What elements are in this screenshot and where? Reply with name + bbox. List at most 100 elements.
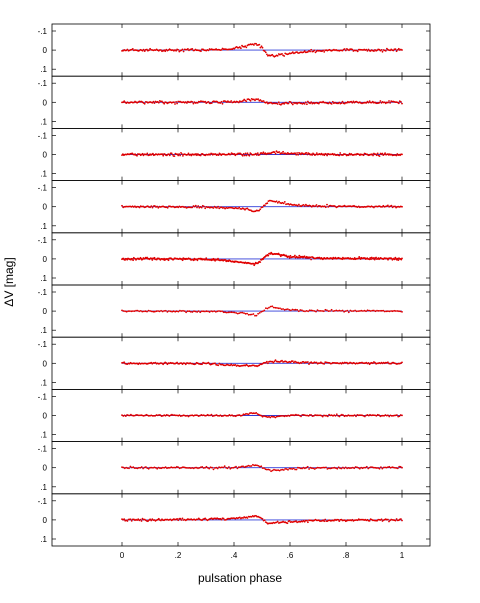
panel-4: -.1 0 .1 — [38, 180, 431, 234]
data-point — [229, 467, 232, 470]
data-point — [392, 49, 395, 52]
data-point — [166, 311, 169, 313]
data-point — [151, 259, 154, 261]
data-point — [257, 98, 260, 100]
data-point — [189, 310, 192, 313]
data-point — [173, 466, 176, 469]
data-point — [385, 466, 388, 469]
data-point — [387, 518, 389, 521]
data-point — [316, 309, 319, 311]
data-point — [246, 465, 249, 467]
data-point — [351, 101, 354, 104]
data-point — [177, 154, 180, 157]
data-point — [311, 309, 314, 312]
data-point — [195, 153, 197, 155]
data-point — [384, 50, 387, 52]
data-point — [273, 468, 275, 471]
data-point — [368, 258, 371, 261]
data-point — [378, 101, 381, 104]
data-point — [156, 205, 159, 208]
data-point — [288, 309, 291, 311]
data-point — [395, 467, 398, 469]
data-point — [374, 310, 377, 313]
data-point — [238, 46, 241, 48]
data-point — [190, 154, 193, 157]
data-point — [343, 467, 346, 470]
data-point — [182, 155, 184, 157]
data-point — [338, 154, 341, 157]
data-point — [394, 519, 397, 522]
data-point — [358, 414, 361, 417]
data-point — [304, 467, 306, 470]
data-point — [371, 153, 373, 156]
panel-5: -.1 0 .1 — [38, 232, 431, 286]
data-point — [132, 466, 135, 469]
data-point — [227, 311, 230, 314]
data-point — [146, 48, 148, 51]
data-point — [294, 152, 297, 155]
data-point — [244, 45, 247, 48]
data-point — [204, 258, 207, 261]
data-point — [307, 415, 310, 417]
data-point — [255, 42, 257, 45]
panel-8: -.1 0 .1 — [38, 388, 431, 442]
data-point — [240, 465, 243, 468]
data-point — [256, 152, 259, 155]
data-point — [162, 101, 165, 104]
data-point — [308, 363, 310, 365]
data-point — [307, 100, 309, 103]
data-point — [280, 308, 283, 310]
data-point — [240, 47, 242, 50]
data-point — [169, 310, 172, 313]
data-point — [333, 466, 336, 469]
data-point — [220, 415, 223, 417]
data-point — [154, 414, 157, 417]
data-point — [121, 414, 123, 416]
data-point — [162, 363, 165, 366]
data-point — [187, 415, 190, 418]
y-tick-label: 0 — [43, 203, 48, 212]
y-tick-label: .1 — [40, 378, 47, 387]
data-point — [261, 206, 264, 209]
y-tick-label: -.1 — [38, 392, 48, 401]
data-point — [260, 414, 263, 417]
data-point — [360, 309, 363, 312]
data-point — [367, 362, 370, 364]
data-point — [191, 101, 194, 103]
data-point — [229, 101, 232, 103]
data-point — [249, 465, 251, 467]
x-tick-label: .4 — [231, 551, 238, 560]
data-point — [365, 465, 368, 468]
data-point — [164, 466, 167, 469]
data-point — [400, 101, 402, 103]
data-point — [152, 100, 155, 103]
data-point — [254, 314, 256, 317]
data-point — [324, 414, 327, 417]
data-point — [252, 313, 255, 315]
data-point — [315, 414, 318, 417]
data-point — [288, 415, 291, 417]
data-point — [388, 520, 390, 523]
data-point — [147, 467, 150, 470]
data-point — [348, 414, 351, 417]
data-point — [160, 519, 162, 522]
data-point — [388, 100, 390, 102]
data-point — [400, 518, 402, 520]
data-point — [320, 414, 323, 417]
data-point — [401, 414, 403, 417]
data-point — [321, 415, 324, 418]
data-point — [315, 152, 318, 155]
data-point — [359, 258, 362, 260]
data-point — [133, 310, 136, 312]
data-point — [147, 309, 150, 312]
data-point — [296, 309, 299, 311]
data-point — [177, 519, 180, 522]
data-point — [341, 258, 344, 261]
data-point — [174, 414, 177, 417]
data-point — [258, 153, 261, 156]
data-point — [181, 153, 183, 155]
data-point — [151, 415, 154, 417]
data-point — [160, 467, 163, 470]
data-point — [310, 414, 313, 416]
data-point — [247, 464, 250, 467]
